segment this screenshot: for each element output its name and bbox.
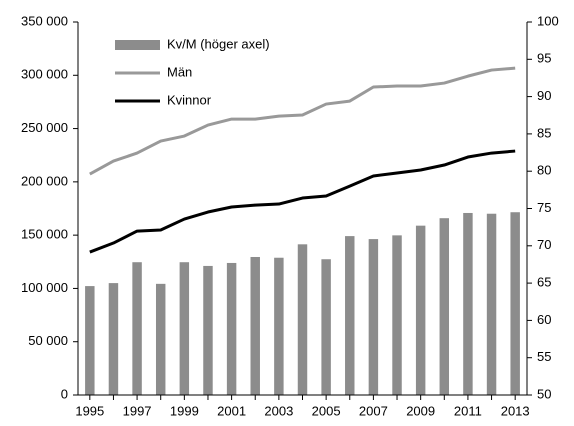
y2-tick-label: 100 <box>537 13 559 28</box>
y-tick-label: 150 000 <box>21 227 68 242</box>
bar <box>392 235 402 395</box>
bar <box>179 262 190 395</box>
y-tick-label: 50 000 <box>28 333 68 348</box>
bar <box>368 239 379 395</box>
line <box>89 66 516 176</box>
x-tick-label: 2011 <box>454 403 482 418</box>
y-tick-label: 100 000 <box>21 280 68 295</box>
bar <box>274 257 284 395</box>
y2-tick-label: 70 <box>537 237 551 252</box>
x-tick-label: 2013 <box>501 403 530 418</box>
bar <box>486 213 497 395</box>
bar <box>250 256 260 395</box>
y-tick-label: 350 000 <box>21 13 68 28</box>
x-tick-label: 1999 <box>170 403 199 418</box>
y2-tick-label: 50 <box>537 386 551 401</box>
bar <box>345 236 355 395</box>
legend-label: Kvinnor <box>167 92 212 107</box>
bar <box>203 265 213 395</box>
y2-tick-label: 85 <box>537 125 551 140</box>
x-tick-label: 2005 <box>312 403 341 418</box>
y2-tick-label: 90 <box>537 88 551 103</box>
bar <box>510 212 520 395</box>
y2-tick-label: 60 <box>537 312 551 327</box>
x-tick-label: 2001 <box>217 403 246 418</box>
bar <box>108 283 119 395</box>
bar <box>132 262 142 395</box>
line <box>89 149 516 254</box>
x-tick-label: 2009 <box>406 403 435 418</box>
y2-tick-label: 80 <box>537 163 551 178</box>
x-tick-label: 2003 <box>264 403 293 418</box>
x-tick-label: 1995 <box>75 403 104 418</box>
bar <box>155 283 166 395</box>
bar <box>439 218 450 395</box>
y-tick-label: 200 000 <box>21 173 68 188</box>
y-tick-label: 0 <box>61 386 68 401</box>
y-tick-label: 300 000 <box>21 67 68 82</box>
y2-tick-label: 65 <box>537 275 551 290</box>
bar <box>463 212 473 395</box>
bar <box>85 286 95 395</box>
y-tick-label: 250 000 <box>21 120 68 135</box>
y2-tick-label: 55 <box>537 349 551 364</box>
y2-tick-label: 95 <box>537 51 551 66</box>
legend-swatch <box>115 40 160 50</box>
x-tick-label: 2007 <box>359 403 388 418</box>
bar <box>321 259 331 395</box>
x-tick-label: 1997 <box>123 403 152 418</box>
bar <box>226 262 237 395</box>
bar <box>297 244 308 395</box>
legend-label: Kv/M (höger axel) <box>167 36 270 51</box>
bar <box>415 225 426 395</box>
y2-tick-label: 75 <box>537 200 551 215</box>
legend-label: Män <box>167 64 192 79</box>
